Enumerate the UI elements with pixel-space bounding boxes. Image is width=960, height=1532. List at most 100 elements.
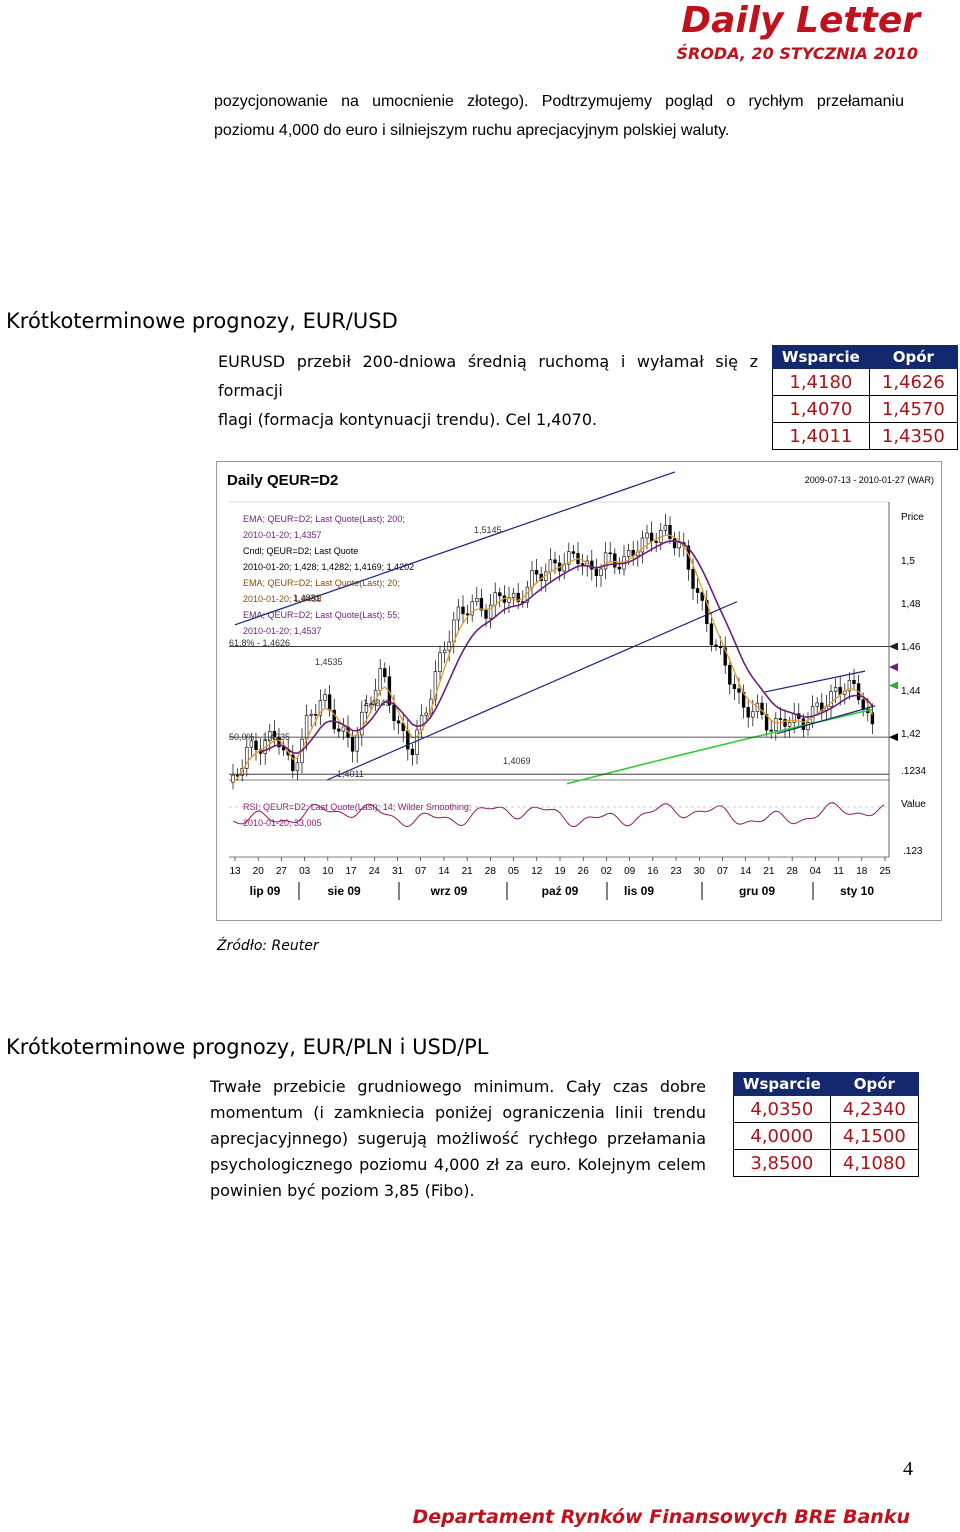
col-support: Wsparcie bbox=[772, 345, 870, 369]
x-tick-label: 14 bbox=[438, 866, 450, 877]
candle-body bbox=[396, 720, 401, 724]
candle-body bbox=[245, 746, 249, 769]
candle-body bbox=[829, 691, 833, 707]
resistance-3: 1,4350 bbox=[868, 422, 959, 450]
candle-body bbox=[314, 713, 318, 716]
x-tick-label: 30 bbox=[694, 866, 706, 877]
resistance-1: 4,2340 bbox=[829, 1095, 920, 1123]
candle-body bbox=[705, 600, 709, 625]
candle-body bbox=[806, 722, 810, 730]
candle-body bbox=[438, 652, 442, 672]
x-tick-label: 21 bbox=[462, 866, 474, 877]
candle-body bbox=[567, 551, 571, 565]
candle-body bbox=[654, 540, 658, 543]
candle-body bbox=[870, 712, 875, 725]
eurpln-line-5: powinien być poziom 3,85 (Fibo). bbox=[210, 1181, 475, 1200]
candle-body bbox=[732, 683, 737, 690]
candle-body bbox=[723, 647, 727, 666]
candle-body bbox=[815, 702, 819, 707]
eurpln-levels-table: Wsparcie Opór 4,0350 4,2340 4,0000 4,150… bbox=[733, 1072, 920, 1177]
candle-body bbox=[852, 680, 856, 684]
legend-ema200-value: 2010-01-20; 1,4357 bbox=[243, 530, 322, 540]
legend-ema55: EMA; QEUR=D2; Last Quote(Last); 55; bbox=[243, 610, 400, 620]
x-month-label: gru 09 bbox=[739, 884, 775, 898]
candle-body bbox=[406, 730, 410, 750]
col-resistance: Opór bbox=[829, 1072, 920, 1096]
candle-body bbox=[783, 719, 787, 727]
col-support: Wsparcie bbox=[733, 1072, 831, 1096]
x-month-label: sie 09 bbox=[327, 884, 361, 898]
x-tick-label: 05 bbox=[508, 866, 520, 877]
annotation: 1,4069 bbox=[503, 756, 531, 766]
x-tick-label: 07 bbox=[717, 866, 729, 877]
x-tick-label: 09 bbox=[624, 866, 636, 877]
price-marker-arrow bbox=[889, 681, 898, 690]
candle-body bbox=[640, 537, 645, 553]
candle-body bbox=[801, 718, 806, 730]
candle-body bbox=[677, 542, 681, 549]
rsi-line bbox=[232, 802, 885, 828]
candle-body bbox=[571, 551, 576, 554]
support-2: 1,4070 bbox=[772, 395, 870, 423]
candle-body bbox=[318, 700, 323, 716]
newsletter-title: Daily Letter bbox=[681, 0, 920, 41]
x-tick-label: 11 bbox=[833, 866, 844, 877]
resistance-2: 4,1500 bbox=[829, 1122, 920, 1150]
chart-marks bbox=[229, 471, 898, 828]
price-tick: 1,5 bbox=[901, 556, 915, 567]
candle-body bbox=[254, 740, 258, 751]
eurpln-line-2: momentum (i zamkniecia poniżej ogranicze… bbox=[210, 1103, 706, 1122]
x-tick-label: 19 bbox=[554, 866, 566, 877]
candle-body bbox=[847, 680, 852, 692]
candle-body bbox=[534, 570, 539, 575]
x-tick-label: 25 bbox=[879, 866, 891, 877]
candle-body bbox=[553, 559, 557, 564]
candle-body bbox=[594, 568, 599, 576]
candle-body bbox=[668, 524, 672, 539]
candle-body bbox=[709, 623, 714, 646]
x-tick-label: 17 bbox=[346, 866, 358, 877]
candle-body bbox=[268, 731, 272, 742]
legend-ema55-value: 2010-01-20; 1,4537 bbox=[243, 626, 322, 636]
eurpln-line-4: psychologicznego poziomu 4,000 zł za eur… bbox=[210, 1155, 706, 1174]
candle-body bbox=[433, 671, 438, 700]
eurusd-levels-table: Wsparcie Opór 1,4180 1,4626 1,4070 1,457… bbox=[772, 345, 959, 450]
issue-date: ŚRODA, 20 STYCZNIA 2010 bbox=[676, 44, 918, 63]
candle-body bbox=[810, 706, 815, 723]
x-tick-label: 03 bbox=[299, 866, 311, 877]
price-marker-arrow bbox=[889, 733, 898, 742]
x-tick-label: 28 bbox=[787, 866, 799, 877]
x-tick-label: 13 bbox=[229, 866, 241, 877]
x-tick-label: 21 bbox=[763, 866, 775, 877]
eurusd-line-1: EURUSD przebił 200-dniowa średnią ruchom… bbox=[218, 352, 758, 400]
candle-body bbox=[364, 703, 369, 713]
candle-body bbox=[281, 746, 286, 751]
price-marker-arrow bbox=[889, 663, 898, 672]
support-3: 1,4011 bbox=[772, 422, 870, 450]
value-axis-label: Value bbox=[901, 799, 926, 810]
candle-body bbox=[695, 588, 700, 593]
legend-rsi-value: 2010-01-20; 33,005 bbox=[243, 818, 322, 828]
candle-body bbox=[516, 592, 520, 602]
annotation-fibo-50: 50,0% - 1,4235 bbox=[229, 732, 290, 742]
intro-line-1: pozycjonowanie na umocnienie złotego). P… bbox=[214, 93, 904, 110]
x-tick-label: 26 bbox=[578, 866, 590, 877]
candle-body bbox=[769, 729, 773, 732]
page-number: 4 bbox=[903, 1458, 913, 1480]
x-tick-label: 28 bbox=[485, 866, 497, 877]
intro-paragraph: pozycjonowanie na umocnienie złotego). P… bbox=[214, 87, 904, 145]
chart-svg: Daily QEUR=D2 2009-07-13 - 2010-01-27 (W… bbox=[227, 471, 934, 900]
price-tick: 1,46 bbox=[901, 642, 921, 653]
candle-body bbox=[484, 609, 488, 619]
x-month-label: lis 09 bbox=[624, 884, 654, 898]
candle-body bbox=[613, 553, 617, 568]
annotation-low: 1,4011 bbox=[337, 769, 364, 779]
resistance-3: 4,1080 bbox=[829, 1149, 920, 1177]
trendline-upper bbox=[234, 471, 676, 626]
candle-body bbox=[778, 718, 783, 720]
candle-body bbox=[617, 566, 622, 570]
price-marker-arrow bbox=[889, 642, 898, 651]
x-axis: 13 20 27 03 10 17 24 31 07 14 21 28 05 12 19 26 02 09 16 23… bbox=[229, 857, 891, 900]
candle-body bbox=[751, 711, 755, 718]
annotation: 1,4349 bbox=[363, 698, 391, 708]
